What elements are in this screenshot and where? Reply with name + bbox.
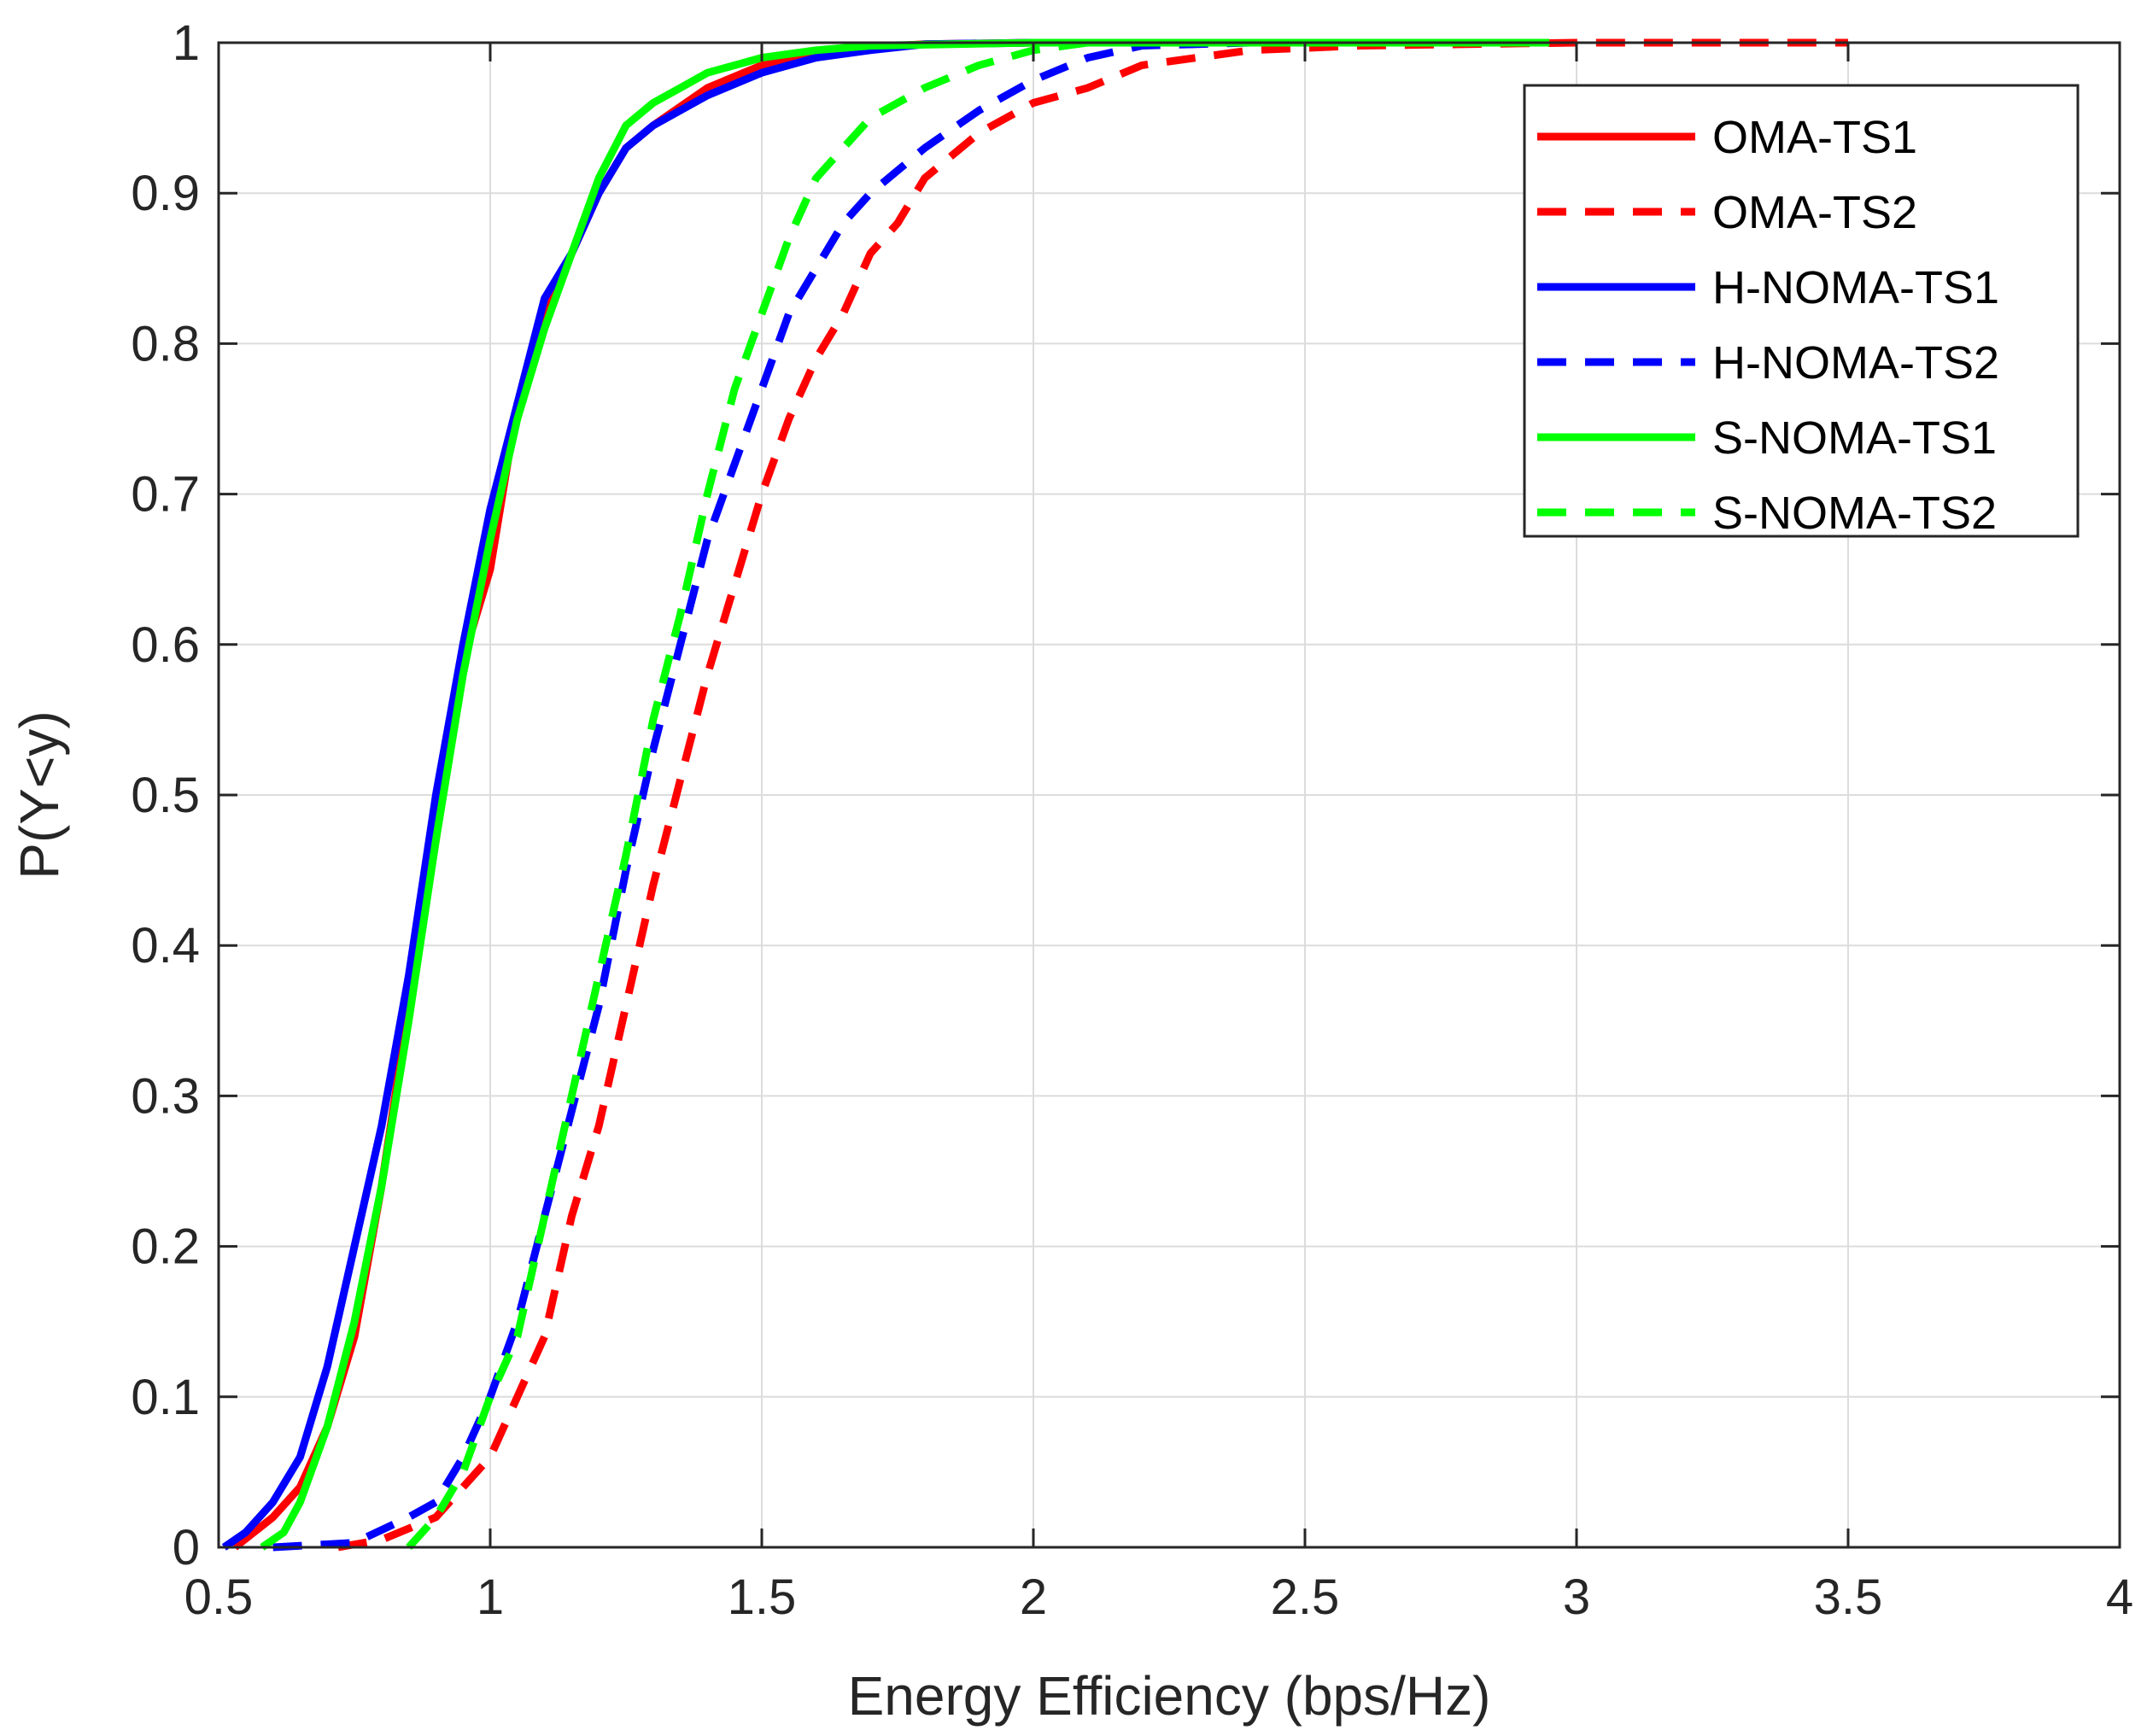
- series-line-h-noma-ts1: [221, 38, 1034, 1551]
- y-tick-label: 0.1: [131, 1370, 200, 1425]
- x-tick-label: 3: [1563, 1569, 1590, 1625]
- y-tick-label: 0.9: [131, 166, 200, 221]
- y-tick-label: 1: [173, 15, 200, 71]
- y-tick-label: 0.8: [131, 316, 200, 371]
- y-tick-label: 0.5: [131, 768, 200, 823]
- legend-label-oma-ts2: OMA-TS2: [1712, 187, 1917, 238]
- legend-label-s-noma-ts2: S-NOMA-TS2: [1712, 488, 1997, 539]
- x-tick-label: 1: [477, 1569, 504, 1625]
- y-tick-label: 0.4: [131, 918, 200, 973]
- tick-labels: 0.5 1 1.5 2 2.5 3 3.5 4 0 0.1 0.2 0.3 0.4 0.5 0.6 0.7 0.…: [131, 15, 2133, 1625]
- series-line-h-noma-ts2: [272, 38, 1251, 1552]
- legend-label-h-noma-ts1: H-NOMA-TS1: [1712, 262, 1999, 313]
- legend: OMA-TS1 OMA-TS2 H-NOMA-TS1 H-NOMA-TS2 S-NOMA…: [1523, 84, 2080, 539]
- y-tick-label: 0.6: [131, 617, 200, 673]
- y-tick-label: 0.3: [131, 1068, 200, 1124]
- legend-label-s-noma-ts1: S-NOMA-TS1: [1712, 412, 1997, 464]
- x-tick-label: 0.5: [184, 1569, 254, 1625]
- legend-box: [1523, 84, 2080, 538]
- y-tick-label: 0.2: [131, 1219, 200, 1275]
- y-tick-label: 0.7: [131, 467, 200, 523]
- x-tick-label: 2.5: [1271, 1569, 1340, 1625]
- legend-label-oma-ts1: OMA-TS1: [1712, 112, 1917, 163]
- y-tick-label: 0: [173, 1520, 200, 1575]
- series-line-s-noma-ts2: [406, 38, 1089, 1551]
- series-line-s-noma-ts1: [260, 38, 1550, 1551]
- x-axis-label: Energy Efficiency (bps/Hz): [848, 1665, 1491, 1727]
- x-tick-label: 2: [1020, 1569, 1047, 1625]
- legend-label-h-noma-ts2: H-NOMA-TS2: [1712, 337, 1999, 389]
- x-tick-label: 1.5: [728, 1569, 797, 1625]
- x-tick-label: 4: [2106, 1569, 2133, 1625]
- ticks: [217, 41, 2121, 1549]
- x-tick-label: 3.5: [1814, 1569, 1883, 1625]
- y-axis-label: P(Y<y): [9, 710, 70, 879]
- series-layer: [221, 38, 1848, 1552]
